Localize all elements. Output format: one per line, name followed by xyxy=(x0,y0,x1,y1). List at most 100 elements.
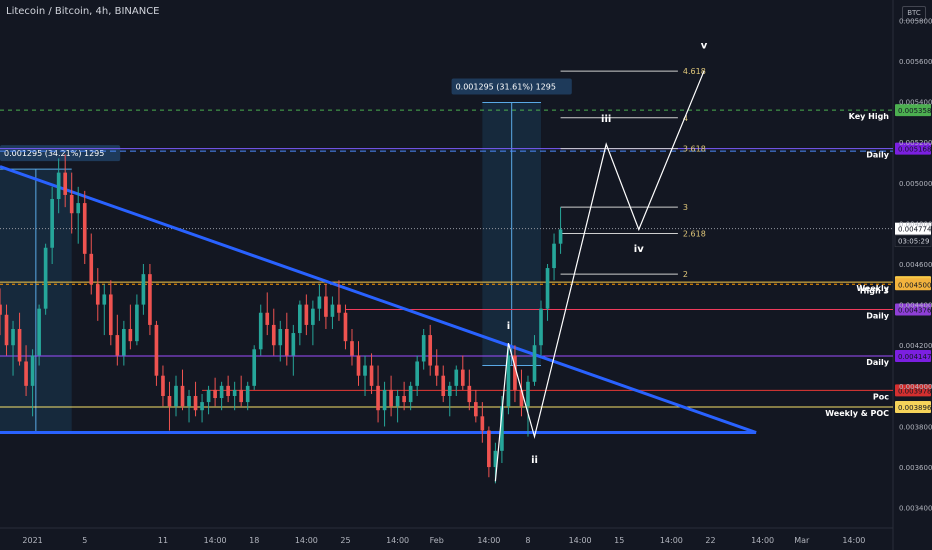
candle-body[interactable] xyxy=(376,385,380,411)
candle-body[interactable] xyxy=(30,355,35,386)
candle-body[interactable] xyxy=(467,385,472,403)
candle-body[interactable] xyxy=(356,355,361,376)
candle-body[interactable] xyxy=(298,304,302,334)
candle-body[interactable] xyxy=(200,402,204,411)
candle-body[interactable] xyxy=(56,172,61,200)
candle-body[interactable] xyxy=(408,385,413,403)
candle-body[interactable] xyxy=(519,389,524,407)
candle-body[interactable] xyxy=(187,396,191,407)
candle-body[interactable] xyxy=(415,361,419,386)
candle-body[interactable] xyxy=(122,328,126,356)
candle-body[interactable] xyxy=(317,296,322,309)
candle-body[interactable] xyxy=(558,229,563,244)
candle-body[interactable] xyxy=(434,365,439,376)
candle-body[interactable] xyxy=(363,365,367,376)
candle-body[interactable] xyxy=(232,389,237,396)
candle-body[interactable] xyxy=(265,312,270,325)
candle-body[interactable] xyxy=(154,324,159,376)
candle-body[interactable] xyxy=(128,328,133,342)
candle-body[interactable] xyxy=(395,396,400,407)
candle-body[interactable] xyxy=(454,369,459,386)
candle-body[interactable] xyxy=(311,308,315,325)
candle-body[interactable] xyxy=(271,324,276,346)
candle-body[interactable] xyxy=(252,349,257,386)
candle-body[interactable] xyxy=(102,294,107,305)
measure-label-bg xyxy=(0,145,121,162)
candle-body[interactable] xyxy=(324,296,328,317)
candle-body[interactable] xyxy=(493,450,498,468)
candle-body[interactable] xyxy=(69,194,74,214)
candle-body[interactable] xyxy=(441,375,446,396)
candle-body[interactable] xyxy=(304,304,309,325)
wave-projection[interactable] xyxy=(494,70,705,482)
candle-body[interactable] xyxy=(167,396,172,407)
fib-ratio-label: 4 xyxy=(683,114,688,123)
candle-body[interactable] xyxy=(174,385,178,407)
candle-body[interactable] xyxy=(278,328,283,346)
countdown-label: 03:05:29 xyxy=(898,238,929,246)
candle-body[interactable] xyxy=(50,199,54,248)
candle-body[interactable] xyxy=(180,385,185,407)
candle-body[interactable] xyxy=(382,389,387,411)
level-price-badge xyxy=(895,278,931,291)
candle-body[interactable] xyxy=(480,416,485,431)
candle-body[interactable] xyxy=(539,308,543,346)
candle-body[interactable] xyxy=(474,402,478,417)
candle-body[interactable] xyxy=(350,341,354,356)
candle-body[interactable] xyxy=(0,304,2,315)
candle-body[interactable] xyxy=(402,396,406,403)
candle-body[interactable] xyxy=(24,361,28,386)
candle-body[interactable] xyxy=(63,172,68,195)
candle-body[interactable] xyxy=(284,328,289,356)
candle-body[interactable] xyxy=(43,247,48,309)
candle-body[interactable] xyxy=(487,430,491,468)
currency-badge[interactable]: BTC xyxy=(902,6,926,21)
candle-body[interactable] xyxy=(219,385,224,399)
candle-body[interactable] xyxy=(226,385,230,396)
candle-body[interactable] xyxy=(4,314,9,346)
candle-body[interactable] xyxy=(369,365,374,386)
candle-body[interactable] xyxy=(532,345,537,382)
candle-body[interactable] xyxy=(193,396,198,411)
candle-body[interactable] xyxy=(330,304,335,317)
candle-body[interactable] xyxy=(17,328,22,362)
candle-body[interactable] xyxy=(258,312,263,350)
candle-body[interactable] xyxy=(239,389,244,403)
candle-body[interactable] xyxy=(161,375,165,396)
candle-body[interactable] xyxy=(135,304,139,342)
candle-body[interactable] xyxy=(389,389,393,407)
candle-body[interactable] xyxy=(506,355,511,407)
candle-body[interactable] xyxy=(76,203,81,214)
candle-body[interactable] xyxy=(245,385,250,403)
candle-body[interactable] xyxy=(213,389,217,399)
candle-body[interactable] xyxy=(513,355,517,390)
candle-body[interactable] xyxy=(206,389,211,403)
candle-body[interactable] xyxy=(115,335,120,356)
x-tick-label: 11 xyxy=(158,536,168,545)
x-tick-label: 14:00 xyxy=(204,536,227,545)
candle-body[interactable] xyxy=(291,333,296,356)
candle-body[interactable] xyxy=(148,274,152,325)
candle-body[interactable] xyxy=(500,406,504,451)
candle-body[interactable] xyxy=(343,312,348,342)
candle-body[interactable] xyxy=(141,274,146,305)
candle-body[interactable] xyxy=(428,335,433,366)
candle-body[interactable] xyxy=(447,385,452,396)
candle-body[interactable] xyxy=(421,335,426,362)
candle-body[interactable] xyxy=(108,294,113,336)
candle-body[interactable] xyxy=(11,328,15,346)
candle-body[interactable] xyxy=(337,304,341,313)
wave-label: v xyxy=(701,41,708,52)
y-tick-label: 0.005200 xyxy=(899,139,932,147)
candle-body[interactable] xyxy=(89,253,94,285)
candle-body[interactable] xyxy=(552,243,556,269)
candle-body[interactable] xyxy=(460,369,465,386)
candle-body[interactable] xyxy=(526,381,530,407)
level-price-badge-text: 0.003978 xyxy=(898,387,931,395)
candle-body[interactable] xyxy=(37,308,41,356)
candle-body[interactable] xyxy=(82,203,87,254)
candle-body[interactable] xyxy=(545,268,550,309)
trendline[interactable] xyxy=(0,165,757,434)
candle-body[interactable] xyxy=(95,284,100,305)
